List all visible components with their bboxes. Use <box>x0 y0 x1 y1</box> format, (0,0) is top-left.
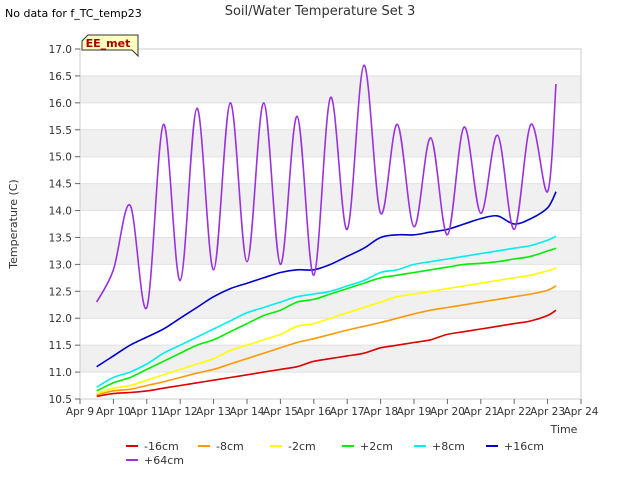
legend-label: +64cm <box>144 454 184 467</box>
legend: -16cm -8cm -2cm +2cm +8cm +16cm +64cm <box>126 440 544 467</box>
y-tick-label: 15.5 <box>49 125 72 137</box>
site-badge-label: EE_met <box>86 37 131 50</box>
y-tick-label: 15.0 <box>49 152 72 164</box>
x-tick-label: Apr 24 <box>564 406 599 418</box>
y-tick-label: 13.0 <box>49 259 72 271</box>
x-tick-label: Apr 16 <box>296 406 331 418</box>
y-tick-label: 10.5 <box>49 394 72 406</box>
y-tick-label: 13.5 <box>49 232 72 244</box>
y-axis: 10.5 11.0 11.5 12.0 12.5 13.0 13.5 14.0 14.5 15.0… <box>49 44 80 406</box>
y-tick-label: 14.0 <box>49 206 72 218</box>
x-tick-label: Apr 9 <box>66 406 94 418</box>
series-lines <box>95 64 557 398</box>
series-line-8cm <box>96 235 557 388</box>
chart-title: Soil/Water Temperature Set 3 <box>225 4 416 19</box>
x-tick-label: Apr 23 <box>530 406 565 418</box>
x-tick-label: Apr 15 <box>263 406 298 418</box>
grid-band <box>80 291 581 319</box>
y-tick-label: 12.0 <box>49 313 72 325</box>
series-line-16cm <box>96 309 557 398</box>
x-tick-label: Apr 17 <box>330 406 365 418</box>
site-badge: EE_met <box>81 34 139 58</box>
legend-item: +2cm <box>342 440 393 453</box>
legend-label: -16cm <box>144 440 179 453</box>
y-tick-label: 16.5 <box>49 71 72 83</box>
legend-item: -16cm <box>126 440 179 453</box>
grid-band <box>80 183 581 211</box>
x-tick-label: Apr 18 <box>363 406 398 418</box>
legend-label: -8cm <box>216 440 244 453</box>
legend-item: +64cm <box>126 454 184 467</box>
y-tick-label: 16.0 <box>49 98 72 110</box>
y-tick-label: 11.5 <box>49 340 72 352</box>
legend-label: +16cm <box>504 440 544 453</box>
x-tick-label: Apr 13 <box>196 406 231 418</box>
x-tick-label: Apr 11 <box>129 406 164 418</box>
plot-frame <box>79 48 582 400</box>
y-tick-label: 11.0 <box>49 367 72 379</box>
legend-label: +2cm <box>360 440 393 453</box>
series-line-2cm <box>96 267 557 395</box>
series-line-8cm <box>96 285 557 396</box>
y-axis-label: Temperature (C) <box>7 179 20 269</box>
series-line-16cm <box>96 191 557 368</box>
legend-item: +16cm <box>486 440 544 453</box>
x-tick-label: Apr 10 <box>96 406 131 418</box>
grid-band <box>80 129 581 157</box>
x-tick-label: Apr 22 <box>497 406 532 418</box>
legend-item: -2cm <box>270 440 316 453</box>
x-tick-label: Apr 14 <box>230 406 265 418</box>
y-tick-label: 12.5 <box>49 286 72 298</box>
x-tick-label: Apr 19 <box>397 406 432 418</box>
x-tick-label: Apr 20 <box>430 406 465 418</box>
legend-label: +8cm <box>432 440 465 453</box>
series-line-64cm <box>95 64 557 310</box>
x-tick-label: Apr 21 <box>463 406 498 418</box>
y-tick-label: 17.0 <box>49 44 72 56</box>
legend-item: -8cm <box>198 440 244 453</box>
x-axis-label: Time <box>550 423 578 436</box>
x-tick-label: Apr 12 <box>163 406 198 418</box>
y-tick-label: 14.5 <box>49 179 72 191</box>
site-badge-box <box>81 34 139 58</box>
series-line-2cm <box>96 247 557 392</box>
legend-item: +8cm <box>414 440 465 453</box>
no-data-notice: No data for f_TC_temp23 <box>5 7 142 20</box>
legend-label: -2cm <box>288 440 316 453</box>
